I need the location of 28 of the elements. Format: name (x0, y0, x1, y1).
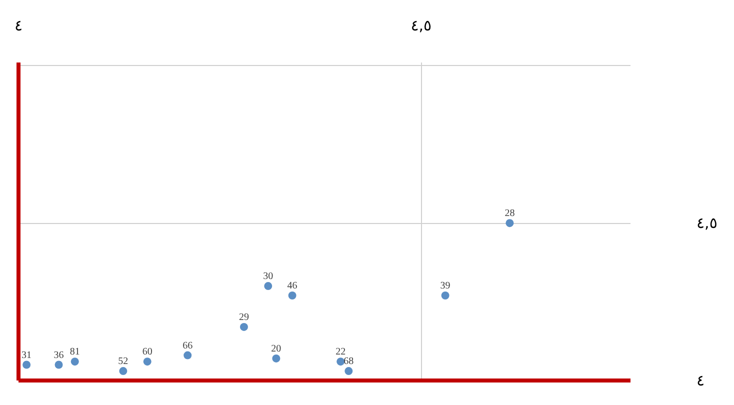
annotation: 28 (504, 208, 515, 220)
point (441, 292, 450, 300)
point (54, 360, 63, 369)
annotation: 52 (118, 356, 128, 368)
annotation: 20 (271, 343, 282, 354)
point (240, 322, 248, 331)
point (70, 358, 79, 366)
annotation: 39 (440, 280, 450, 292)
annotation: 30 (263, 271, 274, 282)
point (344, 367, 353, 376)
point (143, 358, 152, 366)
point (506, 219, 514, 228)
point (22, 360, 31, 369)
point (272, 354, 280, 362)
point (184, 351, 192, 360)
point (336, 358, 345, 366)
annotation: 31 (22, 350, 32, 361)
annotation: 68 (344, 356, 354, 368)
annotation: 36 (54, 350, 64, 361)
point (119, 367, 128, 376)
annotation: 22 (336, 346, 346, 358)
annotation: 81 (70, 346, 80, 358)
annotation: 46 (287, 280, 298, 292)
annotation: 66 (182, 340, 193, 352)
point (288, 292, 296, 300)
annotation: 60 (142, 346, 152, 358)
annotation: 29 (238, 312, 249, 323)
point (264, 282, 272, 290)
